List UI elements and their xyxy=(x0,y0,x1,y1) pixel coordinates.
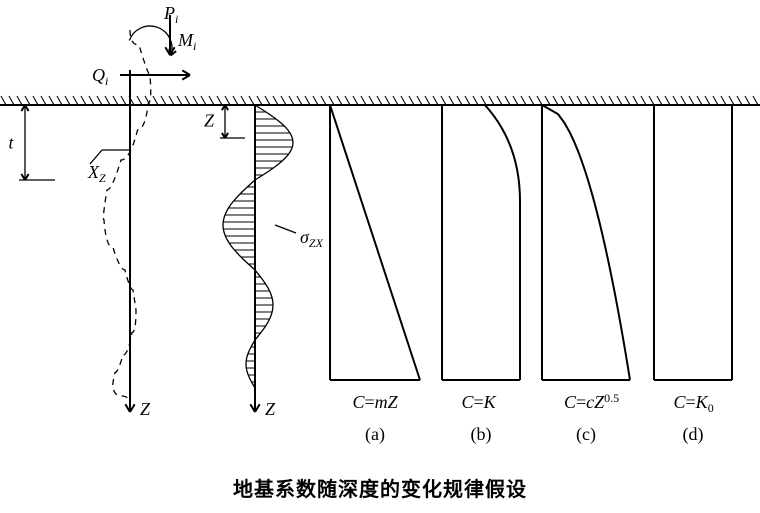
svg-text:Z: Z xyxy=(265,399,276,419)
svg-text:σZX: σZX xyxy=(300,227,324,250)
svg-text:Pi: Pi xyxy=(163,3,178,26)
svg-text:Mi: Mi xyxy=(177,30,196,53)
svg-text:C=cZ0.5: C=cZ0.5 xyxy=(564,391,619,412)
svg-text:Qi: Qi xyxy=(92,65,108,88)
svg-text:XZ: XZ xyxy=(87,162,106,185)
svg-text:(a): (a) xyxy=(365,424,385,445)
svg-text:(d): (d) xyxy=(683,424,704,445)
svg-text:C=K: C=K xyxy=(462,392,497,412)
svg-text:(b): (b) xyxy=(471,424,492,445)
svg-text:Z: Z xyxy=(204,111,215,131)
svg-text:C=mZ: C=mZ xyxy=(353,392,399,412)
figure-caption: 地基系数随深度的变化规律假设 xyxy=(0,473,760,502)
svg-text:Z: Z xyxy=(140,399,151,419)
svg-text:(c): (c) xyxy=(576,424,596,445)
diagram-canvas: ZPiMiQi↘XZtZZσZXC=mZ(a)C=K(b)C=cZ0.5(c)C… xyxy=(0,0,760,513)
svg-text:t: t xyxy=(8,133,14,153)
svg-text:C=K0: C=K0 xyxy=(674,392,714,415)
